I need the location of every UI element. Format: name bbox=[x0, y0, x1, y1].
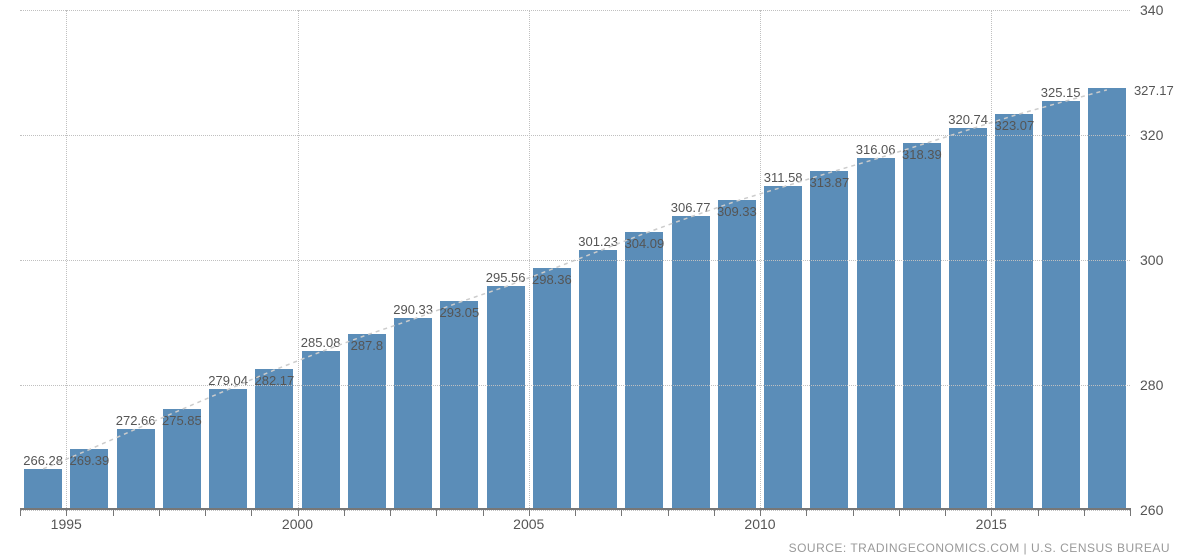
gridline-h bbox=[20, 260, 1130, 261]
bar bbox=[348, 334, 386, 508]
y-axis-labels: 260280300320340 bbox=[1140, 10, 1190, 510]
bar-value-label: 293.05 bbox=[439, 305, 479, 320]
bar bbox=[394, 318, 432, 508]
bar bbox=[1042, 101, 1080, 508]
x-axis-tick bbox=[991, 508, 992, 516]
bar-value-label: 287.8 bbox=[351, 338, 384, 353]
x-axis-tick-label: 2015 bbox=[976, 516, 1007, 532]
bar bbox=[995, 114, 1033, 508]
bar bbox=[487, 286, 525, 508]
bar bbox=[579, 250, 617, 508]
chart-container: 266.28269.39272.66275.85279.04282.17285.… bbox=[20, 10, 1130, 510]
x-axis-tick bbox=[298, 508, 299, 516]
bar bbox=[209, 389, 247, 508]
bar bbox=[949, 128, 987, 508]
x-axis-tick bbox=[390, 508, 391, 516]
bar bbox=[117, 429, 155, 508]
bar-value-label: 309.33 bbox=[717, 204, 757, 219]
bar-value-label: 282.17 bbox=[254, 373, 294, 388]
x-axis-tick bbox=[251, 508, 252, 516]
plot-area: 266.28269.39272.66275.85279.04282.17285.… bbox=[20, 10, 1130, 510]
bar-value-label: 301.23 bbox=[578, 234, 618, 249]
bar-value-label: 311.58 bbox=[764, 170, 803, 185]
source-attribution: SOURCE: TRADINGECONOMICS.COM | U.S. CENS… bbox=[789, 541, 1170, 555]
x-axis-tick bbox=[621, 508, 622, 516]
x-axis-tick bbox=[159, 508, 160, 516]
x-axis-tick bbox=[853, 508, 854, 516]
bar-value-label: 269.39 bbox=[69, 453, 109, 468]
x-axis-tick bbox=[806, 508, 807, 516]
bar bbox=[718, 200, 756, 508]
gridline-v bbox=[760, 10, 761, 508]
x-axis-tick-label: 2000 bbox=[282, 516, 313, 532]
bar-value-label: 295.56 bbox=[486, 270, 526, 285]
bar-value-label: 285.08 bbox=[301, 335, 341, 350]
bar-value-label: 272.66 bbox=[116, 413, 156, 428]
x-axis-tick bbox=[1130, 508, 1131, 516]
x-axis-tick bbox=[714, 508, 715, 516]
bar bbox=[625, 232, 663, 508]
x-axis-tick bbox=[113, 508, 114, 516]
gridline-v bbox=[991, 10, 992, 508]
bar bbox=[764, 186, 802, 508]
x-axis-tick bbox=[436, 508, 437, 516]
gridline-h bbox=[20, 135, 1130, 136]
bar bbox=[255, 369, 293, 508]
x-axis-tick bbox=[20, 508, 21, 516]
x-axis-tick-label: 2005 bbox=[513, 516, 544, 532]
gridline-v bbox=[298, 10, 299, 508]
bar bbox=[810, 171, 848, 508]
x-axis-tick bbox=[575, 508, 576, 516]
x-axis-labels: 1995 2000 2005 2010 2015 bbox=[20, 516, 1130, 536]
bars-layer: 266.28269.39272.66275.85279.04282.17285.… bbox=[20, 10, 1130, 508]
gridline-v bbox=[66, 10, 67, 508]
bar-value-label: 313.87 bbox=[809, 175, 849, 190]
y-axis-tick-label: 340 bbox=[1140, 2, 1163, 18]
y-axis-tick-label: 280 bbox=[1140, 377, 1163, 393]
bar-value-label: 298.36 bbox=[532, 272, 572, 287]
x-axis-tick bbox=[66, 508, 67, 516]
bar-value-label: 318.39 bbox=[902, 147, 942, 162]
x-axis-tick bbox=[1038, 508, 1039, 516]
x-axis-tick bbox=[205, 508, 206, 516]
y-axis-tick-label: 300 bbox=[1140, 252, 1163, 268]
gridline-v bbox=[529, 10, 530, 508]
bar-value-label: 316.06 bbox=[856, 142, 896, 157]
bar bbox=[440, 301, 478, 508]
y-axis-tick-label: 260 bbox=[1140, 502, 1163, 518]
x-axis-tick bbox=[668, 508, 669, 516]
bar-value-label: 306.77 bbox=[671, 200, 711, 215]
bar bbox=[857, 158, 895, 508]
y-axis-tick-label: 320 bbox=[1140, 127, 1163, 143]
bar-value-label: 325.15 bbox=[1041, 85, 1081, 100]
x-axis-tick-label: 2010 bbox=[744, 516, 775, 532]
bar-value-label: 323.07 bbox=[994, 118, 1034, 133]
x-axis-tick bbox=[344, 508, 345, 516]
bar-value-label: 290.33 bbox=[393, 302, 433, 317]
gridline-h bbox=[20, 10, 1130, 11]
x-axis-tick bbox=[899, 508, 900, 516]
bar bbox=[24, 469, 62, 508]
x-axis-tick bbox=[1084, 508, 1085, 516]
bar bbox=[1088, 88, 1126, 508]
bar bbox=[302, 351, 340, 508]
bar bbox=[903, 143, 941, 508]
x-axis-tick bbox=[483, 508, 484, 516]
x-axis-tick bbox=[945, 508, 946, 516]
bar bbox=[533, 268, 571, 508]
bar-value-label: 275.85 bbox=[162, 413, 202, 428]
bar-value-label: 304.09 bbox=[624, 236, 664, 251]
gridline-h bbox=[20, 385, 1130, 386]
bar-value-label: 320.74 bbox=[948, 112, 988, 127]
x-axis-tick-label: 1995 bbox=[51, 516, 82, 532]
bar-value-label: 266.28 bbox=[23, 453, 63, 468]
x-axis-tick bbox=[760, 508, 761, 516]
x-axis-tick bbox=[529, 508, 530, 516]
